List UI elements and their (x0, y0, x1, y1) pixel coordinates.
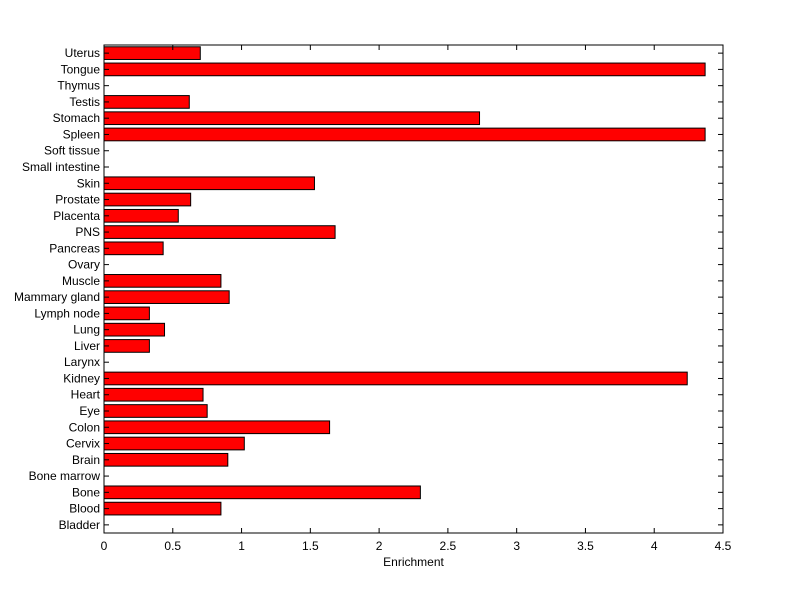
y-tick-label: Pancreas (49, 241, 100, 255)
y-tick-label: Lymph node (34, 306, 100, 320)
y-tick-label: Thymus (57, 79, 100, 93)
x-tick-label: 3 (513, 539, 520, 553)
x-tick-label: 2 (376, 539, 383, 553)
x-tick-label: 4.5 (715, 539, 732, 553)
y-tick-label: Mammary gland (14, 290, 100, 304)
bar-tongue (103, 62, 706, 77)
y-tick-label: Muscle (62, 274, 100, 288)
bar-placenta (103, 208, 179, 223)
bar-bone (103, 485, 421, 500)
y-tick-label: Colon (69, 420, 100, 434)
y-tick-label: Liver (74, 339, 100, 353)
x-tick-label: 1.5 (302, 539, 319, 553)
y-tick-label: Larynx (64, 355, 100, 369)
bar-skin (103, 176, 315, 191)
y-tick-label: Lung (73, 323, 100, 337)
y-tick-label: Tongue (61, 62, 101, 76)
y-tick-label: Bladder (59, 518, 100, 532)
y-tick-label: Heart (71, 388, 101, 402)
x-tick-label: 4 (651, 539, 658, 553)
x-axis-label: Enrichment (383, 555, 444, 569)
y-tick-label: Eye (79, 404, 100, 418)
y-tick-label: Kidney (63, 371, 100, 385)
bars-layer (103, 46, 706, 516)
bar-stomach (103, 111, 481, 126)
y-tick-label: Ovary (68, 258, 100, 272)
y-tick-label: Brain (72, 453, 100, 467)
y-tick-label: Placenta (53, 209, 100, 223)
x-tick-label: 1 (238, 539, 245, 553)
y-tick-label: PNS (75, 225, 100, 239)
y-tick-label: Stomach (53, 111, 100, 125)
bar-mammary-gland (103, 290, 230, 304)
bar-heart (103, 387, 204, 402)
y-tick-label: Blood (69, 502, 100, 516)
bar-muscle (103, 274, 222, 288)
bar-prostate (103, 192, 192, 207)
x-tick-label: 0 (101, 539, 108, 553)
y-tick-label: Bone marrow (29, 469, 101, 483)
bar-colon (103, 420, 331, 435)
y-tick-label: Cervix (66, 437, 100, 451)
bar-brain (103, 452, 229, 467)
y-tick-label: Prostate (55, 193, 100, 207)
y-tick-label: Small intestine (22, 160, 100, 174)
bar-testis (103, 95, 190, 109)
bar-blood (103, 501, 222, 516)
bar-pancreas (103, 241, 164, 256)
bar-lymph-node (103, 306, 150, 321)
plot-area-frame (103, 44, 724, 534)
y-tick-label: Soft tissue (44, 144, 100, 158)
bar-spleen (103, 127, 706, 142)
x-tick-label: 2.5 (440, 539, 457, 553)
bar-liver (103, 339, 150, 353)
y-tick-label: Testis (69, 95, 100, 109)
y-tick-label: Bone (72, 485, 100, 499)
bar-kidney (103, 371, 688, 386)
x-tick-label: 0.5 (164, 539, 181, 553)
y-tick-label: Spleen (63, 127, 100, 141)
bar-uterus (103, 46, 201, 60)
bar-eye (103, 404, 208, 418)
y-tick-label: Skin (77, 176, 100, 190)
y-tick-label: Uterus (65, 46, 100, 60)
bar-pns (103, 225, 336, 239)
labels-layer: Bladder Blood Bone Bone marrow Brain Cervix Co… (14, 46, 732, 553)
x-tick-label: 3.5 (577, 539, 594, 553)
ticks-layer (103, 45, 724, 533)
bar-cervix (103, 436, 245, 451)
bar-lung (103, 322, 166, 337)
